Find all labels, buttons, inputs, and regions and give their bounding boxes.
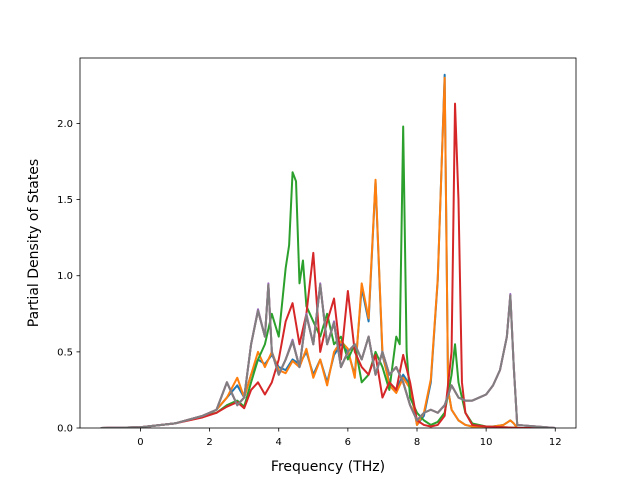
- series-line-3: [100, 125, 556, 428]
- y-tick-label: 1.0: [57, 271, 73, 282]
- x-tick-label: 10: [480, 437, 493, 448]
- x-tick-label: 6: [345, 437, 351, 448]
- x-tick-label: 0: [137, 437, 143, 448]
- x-tick-label: 8: [414, 437, 420, 448]
- x-tick-label: 4: [276, 437, 282, 448]
- y-axis-label: Partial Density of States: [26, 159, 42, 327]
- series-line-4: [100, 102, 556, 428]
- x-tick-label: 12: [549, 437, 562, 448]
- series-layer: [100, 73, 556, 428]
- y-tick-label: 1.5: [57, 195, 73, 206]
- series-line-2: [100, 76, 556, 428]
- x-tick-label: 2: [206, 437, 212, 448]
- series-line-8: [100, 283, 556, 428]
- x-axis-ticks: 0 2 4 6 8 10 12: [137, 428, 562, 448]
- plot-area: [80, 58, 576, 428]
- y-tick-label: 0.0: [57, 424, 73, 435]
- x-axis-label: Frequency (THz): [271, 459, 385, 475]
- y-axis-ticks: 0.0 0.5 1.0 1.5 2.0: [57, 119, 80, 435]
- plot-frame: [79, 57, 577, 429]
- y-tick-label: 2.0: [57, 119, 73, 130]
- y-tick-label: 0.5: [57, 347, 73, 358]
